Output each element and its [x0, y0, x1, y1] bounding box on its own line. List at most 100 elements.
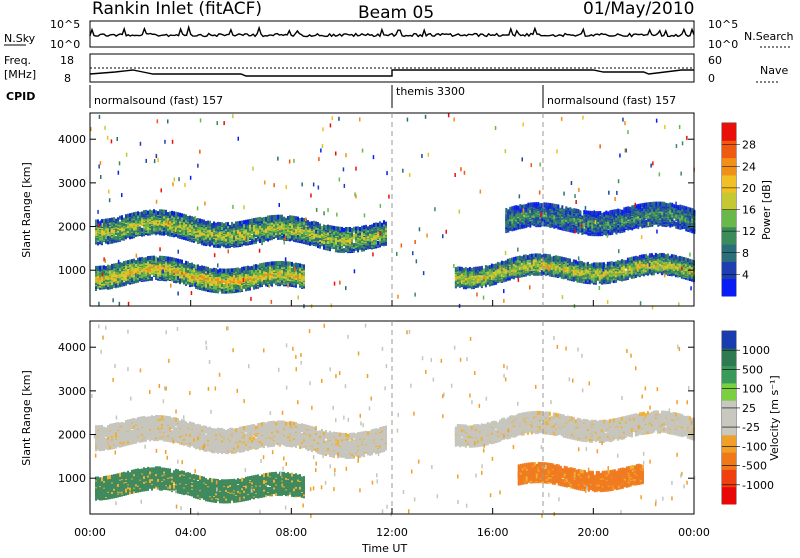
- heatmap-cell: [95, 266, 97, 270]
- heatmap-cell: [103, 219, 105, 223]
- heatmap-cell: [549, 254, 551, 258]
- heatmap-cell: [255, 238, 257, 242]
- heatmap-cell: [97, 242, 99, 246]
- freq-right-label: Nave: [760, 64, 788, 77]
- cpid-row: CPID normalsound (fast) 157 themis 3300 …: [6, 85, 676, 108]
- heatmap-cell: [99, 266, 101, 270]
- heatmap-cell: [275, 261, 277, 265]
- heatmap-cell: [115, 236, 117, 240]
- heatmap-cell: [223, 223, 225, 227]
- heatmap-cell: [281, 215, 283, 219]
- heatmap-cell: [145, 210, 147, 214]
- heatmap-cell: [141, 257, 143, 261]
- heatmap-cell: [345, 227, 347, 231]
- heatmap-cell: [141, 212, 143, 216]
- heatmap-cell: [237, 268, 239, 272]
- heatmap-cell: [157, 258, 159, 262]
- noise-right-tick-bottom: 10^0: [708, 38, 738, 51]
- heatmap-cell: [157, 211, 159, 215]
- heatmap-cell: [309, 242, 311, 246]
- heatmap-cell: [461, 267, 463, 271]
- heatmap-cell: [277, 261, 279, 265]
- date-title: 01/May/2010: [583, 0, 695, 19]
- heatmap-cell: [225, 222, 227, 226]
- heatmap-cell: [333, 226, 335, 230]
- heatmap-cell: [203, 220, 205, 224]
- heatmap-cell: [185, 214, 187, 218]
- heatmap-cell: [139, 271, 141, 275]
- heatmap-cell: [173, 258, 175, 262]
- heatmap-cell: [205, 266, 207, 270]
- heatmap-cell: [475, 267, 477, 271]
- heatmap-cell: [111, 264, 113, 268]
- heatmap-cell: [133, 212, 135, 216]
- heatmap-cell: [167, 212, 169, 216]
- heatmap-cell: [251, 266, 253, 270]
- heatmap-cell: [481, 276, 483, 280]
- heatmap-cell: [247, 266, 249, 270]
- heatmap-cell: [131, 213, 133, 217]
- heatmap-cell: [501, 261, 503, 265]
- heatmap-cell: [125, 261, 127, 265]
- heatmap-cell: [519, 256, 521, 260]
- heatmap-cell: [137, 218, 139, 222]
- heatmap-cell: [123, 218, 125, 222]
- heatmap-cell: [351, 228, 353, 232]
- heatmap-cell: [193, 264, 195, 268]
- heatmap-cell: [151, 256, 153, 260]
- heatmap-cell: [163, 232, 165, 236]
- heatmap-cell: [231, 268, 233, 272]
- heatmap-cell: [119, 222, 121, 226]
- heatmap-cell: [505, 260, 507, 264]
- heatmap-cell: [287, 261, 289, 265]
- heatmap-cell: [341, 227, 343, 231]
- heatmap-cell: [457, 266, 459, 270]
- heatmap-cell: [169, 225, 171, 229]
- heatmap-cell: [473, 267, 475, 271]
- heatmap-cell: [271, 281, 273, 285]
- heatmap-cell: [293, 263, 295, 267]
- heatmap-cell: [221, 279, 223, 283]
- heatmap-cell: [285, 218, 287, 222]
- heatmap-cell: [271, 235, 273, 239]
- heatmap-cell: [551, 270, 553, 274]
- heatmap-cell: [223, 269, 225, 273]
- heatmap-cell: [275, 215, 277, 219]
- heatmap-cell: [253, 265, 255, 269]
- heatmap-cell: [199, 219, 201, 223]
- heatmap-cell: [219, 222, 221, 226]
- heatmap-cell: [145, 226, 147, 230]
- heatmap-cell: [165, 210, 167, 214]
- freq-right-tick-top: 60: [708, 54, 722, 67]
- heatmap-cell: [459, 267, 461, 271]
- heatmap-cell: [97, 219, 99, 223]
- heatmap-cell: [143, 210, 145, 214]
- heatmap-cell: [455, 267, 457, 271]
- heatmap-cell: [175, 258, 177, 262]
- heatmap-cell: [513, 257, 515, 261]
- heatmap-cell: [183, 268, 185, 272]
- heatmap-cell: [123, 282, 125, 286]
- heatmap-cell: [309, 222, 311, 226]
- heatmap-cell: [201, 236, 203, 240]
- heatmap-cell: [351, 241, 353, 245]
- heatmap-cell: [483, 268, 485, 272]
- heatmap-cell: [211, 269, 213, 273]
- heatmap-cell: [507, 259, 509, 263]
- heatmap-cell: [533, 254, 535, 258]
- heatmap-cell: [229, 225, 231, 229]
- heatmap-cell: [141, 228, 143, 232]
- heatmap-cell: [227, 222, 229, 226]
- heatmap-cell: [237, 221, 239, 225]
- heatmap-cell: [293, 216, 295, 220]
- heatmap-cell: [155, 210, 157, 214]
- heatmap-cell: [551, 257, 553, 261]
- heatmap-cell: [279, 215, 281, 219]
- heatmap-cell: [297, 217, 299, 221]
- heatmap-cell: [181, 260, 183, 264]
- heatmap-cell: [147, 256, 149, 260]
- heatmap-cell: [253, 225, 255, 229]
- heatmap-cell: [271, 261, 273, 265]
- heatmap-cell: [151, 277, 153, 281]
- heatmap-cell: [263, 226, 265, 230]
